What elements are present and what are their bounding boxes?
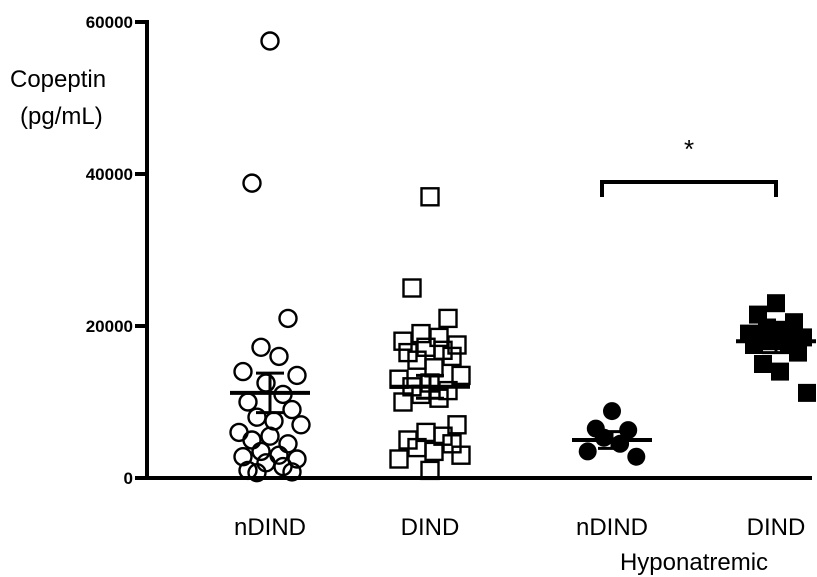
data-point	[260, 31, 280, 51]
data-point	[429, 327, 449, 348]
data-point	[447, 335, 467, 355]
x-category-label: DIND	[747, 514, 806, 541]
data-point	[754, 355, 772, 373]
significance-annotation: *	[600, 134, 778, 197]
data-point	[758, 318, 776, 337]
data-point	[767, 294, 785, 313]
mean-sem-bars	[230, 328, 816, 450]
y-axis-title-line2: (pg/mL)	[20, 103, 103, 130]
data-point	[247, 462, 267, 483]
data-point	[745, 336, 763, 354]
data-point	[389, 449, 409, 469]
data-point	[242, 430, 262, 450]
data-point	[242, 173, 262, 193]
y-tick-label: 0	[124, 469, 133, 488]
y-axis-title: Copeptin (pg/mL)	[10, 66, 106, 130]
data-points	[229, 31, 816, 483]
data-point	[451, 445, 471, 465]
data-point	[251, 441, 271, 462]
data-point	[233, 447, 253, 467]
significance-star: *	[684, 134, 694, 164]
data-point	[789, 343, 807, 362]
data-point	[393, 392, 413, 412]
data-point	[420, 187, 440, 207]
data-point	[287, 365, 307, 386]
data-point	[238, 392, 258, 412]
data-point	[269, 445, 289, 465]
data-point	[603, 402, 621, 421]
series-4	[740, 294, 816, 402]
y-axis-title-line1: Copeptin	[10, 66, 106, 93]
data-point	[238, 460, 258, 481]
x-category-label: nDIND	[234, 514, 306, 541]
x-category-label: DIND	[401, 514, 460, 541]
y-tick-label: 60000	[86, 13, 133, 32]
data-point	[619, 421, 638, 440]
data-point	[291, 415, 311, 435]
y-tick-label: 40000	[86, 165, 133, 184]
data-point	[424, 441, 444, 462]
data-point	[260, 426, 280, 446]
data-point	[611, 434, 630, 453]
data-point	[447, 415, 467, 435]
data-point	[229, 422, 249, 443]
x-category-label: nDIND	[576, 514, 648, 541]
y-axis-ticks: 0 20000 40000 60000	[86, 13, 147, 488]
series-1	[229, 31, 311, 483]
data-point	[438, 308, 458, 329]
data-point	[798, 383, 816, 402]
category-labels: nDIND DIND nDIND DIND Hyponatremic	[234, 514, 805, 576]
data-point	[627, 447, 646, 466]
data-point	[578, 442, 597, 461]
data-point	[278, 434, 298, 454]
data-point	[256, 373, 276, 393]
data-point	[393, 331, 413, 351]
data-point	[251, 337, 271, 357]
data-point	[269, 346, 289, 367]
axes	[145, 20, 812, 480]
y-tick-label: 20000	[86, 317, 133, 336]
data-point	[420, 460, 440, 481]
significance-bracket	[600, 180, 778, 197]
series-2	[389, 187, 471, 481]
data-point	[282, 399, 302, 420]
data-point	[451, 365, 471, 386]
data-point	[594, 428, 613, 447]
data-point	[442, 346, 462, 367]
data-point	[771, 362, 789, 381]
group-label: Hyponatremic	[620, 549, 768, 576]
data-point	[402, 278, 422, 298]
data-point	[233, 361, 253, 382]
data-point	[278, 308, 298, 329]
data-point	[282, 462, 302, 482]
